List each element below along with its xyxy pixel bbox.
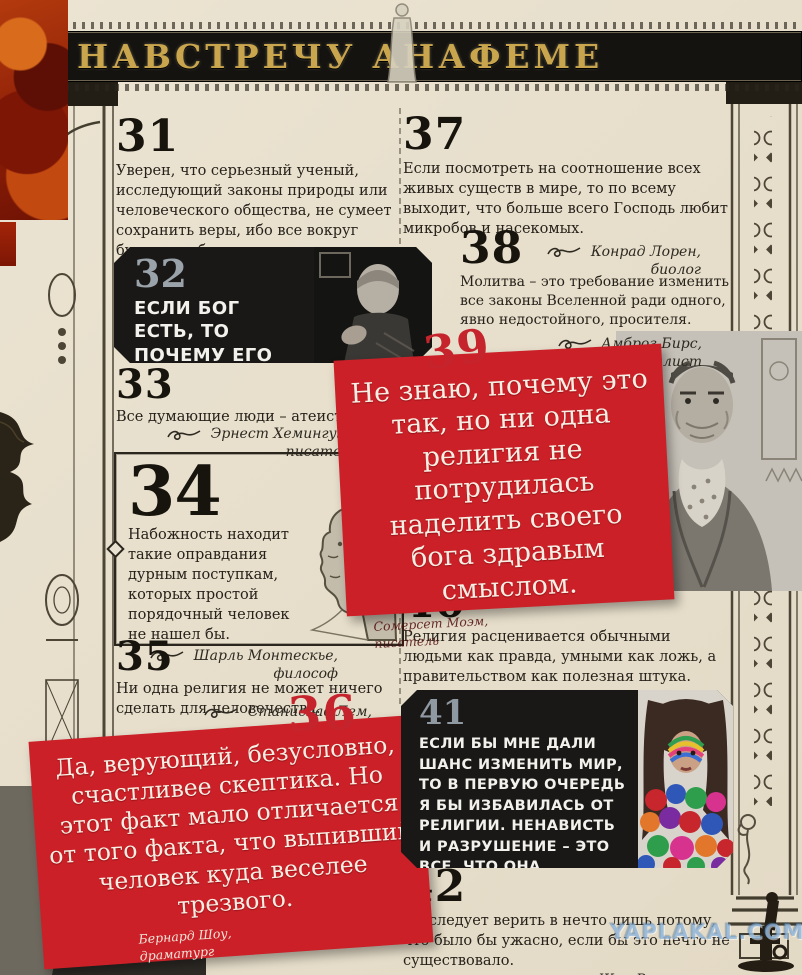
author-role: биолог (650, 261, 701, 278)
quote-text: Молитва – это требование изменить все за… (460, 273, 729, 329)
skeleton-engraving (737, 814, 756, 885)
author-name: Жан Ростан, (598, 972, 697, 975)
painting-fragment-small (0, 222, 16, 266)
quote-text: Да, верующий, безусловно, счастливее ске… (48, 730, 414, 920)
quote-33: 33 Все думающие люди – атеисты. Эрнест Х… (116, 361, 400, 461)
page-title: НАВСТРЕЧУ АНАФЕМЕ (77, 37, 604, 76)
steinhaus-photo (314, 247, 432, 363)
quote-number: 35 (116, 633, 174, 680)
quote-39: Не знаю, почему это так, но ни одна рели… (333, 343, 675, 651)
bjork-photo (638, 690, 733, 868)
quote-number: 37 (403, 109, 467, 160)
quote-text: Если посмотреть на соотношение всех живы… (403, 160, 728, 237)
quote-text: Не знаю, почему это так, но ни одна рели… (349, 363, 649, 607)
quote-attribution: Жан Ростан, биолог (403, 971, 743, 975)
flourish-icon (558, 337, 592, 350)
quote-32-text-area: 32 ЕСЛИ БОГ ЕСТЬ, ТО ПОЧЕМУ ЕГО НЕТ? Хуг… (114, 247, 314, 363)
flourish-icon (547, 245, 581, 258)
quote-text: Не следует верить в нечто лишь потому, ч… (403, 912, 730, 969)
quote-attribution: Конрад Лорен, биолог (403, 243, 729, 279)
quote-text: Ни одна религия не может ничего сделать … (116, 681, 383, 717)
quote-number: 38 (460, 223, 524, 274)
flourish-icon (150, 649, 184, 662)
quote-41: 41 ЕСЛИ БЫ МНЕ ДАЛИ ШАНС ИЗМЕНИТЬ МИР, Т… (401, 690, 733, 868)
ornament-strip-bottom (55, 84, 802, 91)
quote-32: 32 ЕСЛИ БОГ ЕСТЬ, ТО ПОЧЕМУ ЕГО НЕТ? Хуг… (114, 247, 432, 363)
author-role: философ (273, 665, 338, 682)
flourish-icon (204, 706, 238, 719)
author-name: Шарль Монтескье, (193, 647, 338, 664)
ornament-strip-top (55, 22, 802, 29)
watermark: YAPLAKAL.COM (610, 920, 802, 944)
quote-attribution: Шарль Монтескье, философ (128, 647, 338, 683)
quote-text: Все думающие люди – атеисты. (116, 409, 359, 425)
quote-number: 32 (134, 251, 187, 296)
flourish-icon (167, 428, 201, 441)
quote-36-number: 36 (287, 684, 358, 744)
quote-number: 42 (403, 861, 467, 912)
microscope-engraving (730, 890, 802, 975)
quote-36: Да, верующий, безусловно, счастливее ске… (28, 714, 434, 970)
quote-number: 33 (116, 361, 174, 408)
quote-number: 34 (128, 452, 222, 532)
quote-37: 37 Если посмотреть на соотношение всех ж… (403, 109, 729, 279)
carved-acanthus-ornament (0, 412, 46, 554)
quote-41-text-area: 41 ЕСЛИ БЫ МНЕ ДАЛИ ШАНС ИЗМЕНИТЬ МИР, Т… (401, 690, 638, 868)
section-header-band: НАВСТРЕЧУ АНАФЕМЕ (55, 31, 802, 82)
painting-fragment (0, 0, 68, 220)
quote-39-number: 39 (420, 317, 494, 381)
author-name: Конрад Лорен, (590, 243, 701, 260)
quote-text: Набожность находит такие оправдания дурн… (128, 526, 290, 643)
statue-engraving (372, 0, 432, 86)
quote-number: 31 (116, 111, 180, 162)
quote-number: 41 (419, 693, 467, 733)
quote-text: Религия расценивается обычными людьми ка… (403, 628, 717, 685)
author-name: Станислав Лем, (247, 704, 372, 720)
author-name: Эрнест Хемингуэй, (210, 426, 358, 442)
